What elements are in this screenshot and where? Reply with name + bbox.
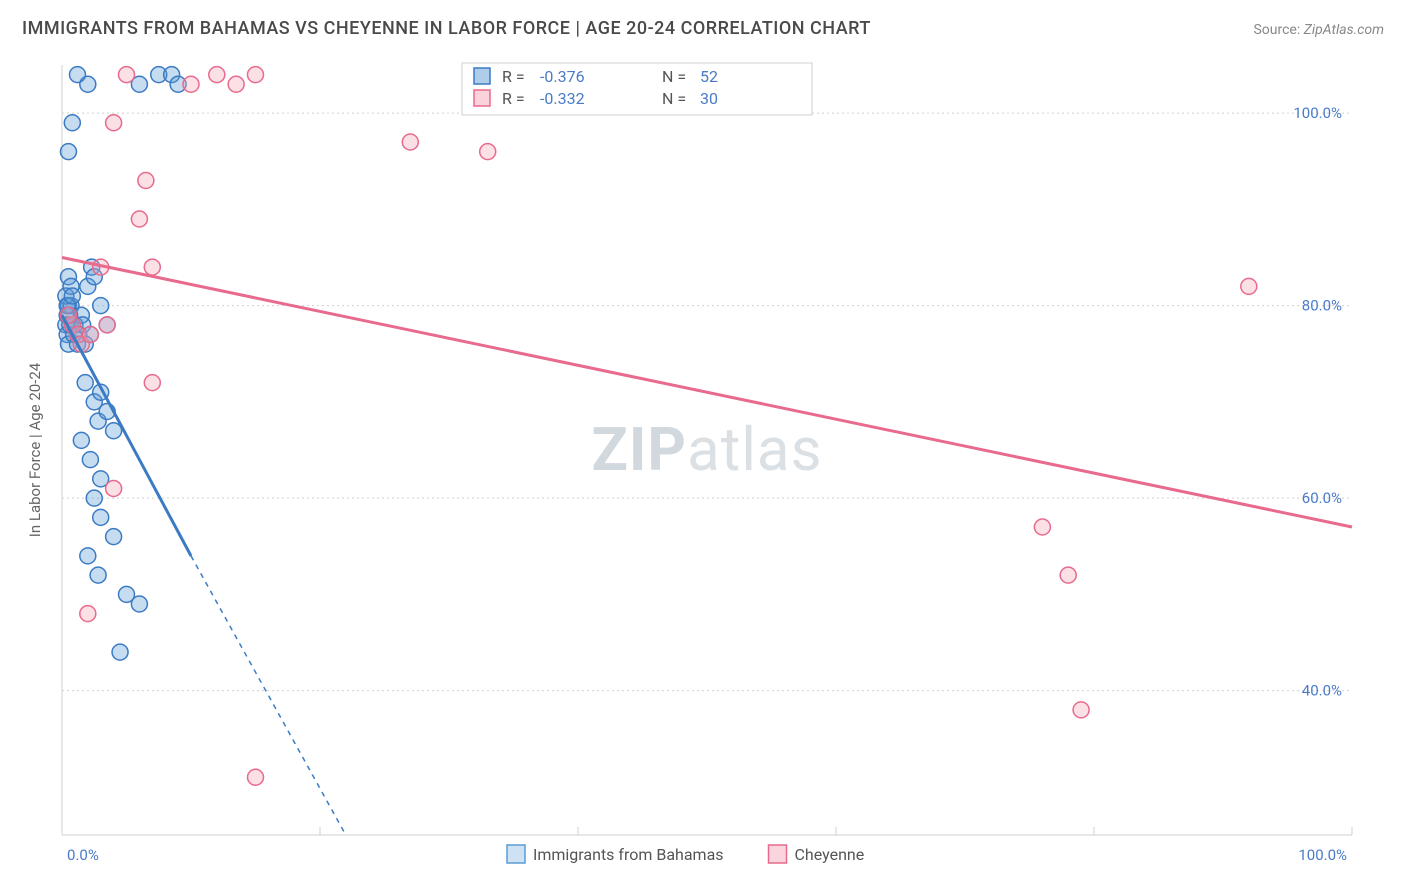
scatter-point bbox=[64, 288, 80, 304]
scatter-point bbox=[228, 76, 244, 92]
y-axis-title: In Labor Force | Age 20-24 bbox=[26, 362, 44, 537]
legend-n-value: 30 bbox=[700, 89, 718, 108]
source-value: ZipAtlas.com bbox=[1304, 22, 1384, 38]
scatter-point bbox=[1073, 702, 1089, 718]
scatter-point bbox=[90, 567, 106, 583]
scatter-point bbox=[93, 509, 109, 525]
y-tick-label: 80.0% bbox=[1302, 297, 1342, 315]
scatter-point bbox=[80, 606, 96, 622]
scatter-point bbox=[183, 76, 199, 92]
legend-n-label: N = bbox=[662, 67, 686, 86]
legend-series-label: Cheyenne bbox=[795, 845, 865, 864]
legend-swatch bbox=[474, 90, 490, 106]
legend-swatch bbox=[769, 845, 787, 863]
scatter-point bbox=[112, 644, 128, 660]
legend-swatch bbox=[474, 68, 490, 84]
y-tick-label: 100.0% bbox=[1293, 104, 1342, 122]
scatter-point bbox=[119, 67, 135, 83]
scatter-point bbox=[144, 259, 160, 275]
scatter-point bbox=[144, 375, 160, 391]
scatter-point bbox=[77, 375, 93, 391]
correlation-scatter-chart: 40.0% 60.0% 80.0% 100.0% 0.0% 100.0% In Labor … bbox=[22, 55, 1384, 870]
scatter-point bbox=[480, 144, 496, 160]
scatter-point bbox=[1241, 278, 1257, 294]
source-label: Source: bbox=[1253, 22, 1303, 38]
watermark: ZIPatlas bbox=[591, 414, 822, 485]
legend-series-label: Immigrants from Bahamas bbox=[533, 845, 724, 864]
scatter-point bbox=[248, 67, 264, 83]
scatter-point bbox=[64, 115, 80, 131]
scatter-point bbox=[86, 490, 102, 506]
scatter-point bbox=[80, 548, 96, 564]
scatter-point bbox=[106, 481, 122, 497]
scatter-point bbox=[106, 115, 122, 131]
legend-r-label: R = bbox=[502, 67, 525, 86]
scatter-point bbox=[99, 317, 115, 333]
legend-r-value: -0.376 bbox=[540, 67, 585, 86]
scatter-point bbox=[1034, 519, 1050, 535]
scatter-point bbox=[138, 173, 154, 189]
chart-title: IMMIGRANTS FROM BAHAMAS VS CHEYENNE IN L… bbox=[22, 18, 871, 39]
x-max-label: 100.0% bbox=[1298, 846, 1347, 864]
scatter-point bbox=[73, 432, 89, 448]
scatter-point bbox=[248, 769, 264, 785]
legend-n-value: 52 bbox=[700, 67, 718, 86]
chart-container: 40.0% 60.0% 80.0% 100.0% 0.0% 100.0% In Labor … bbox=[22, 55, 1384, 870]
legend-n-label: N = bbox=[662, 89, 686, 108]
legend-swatch bbox=[507, 845, 525, 863]
scatter-point bbox=[131, 211, 147, 227]
scatter-point bbox=[60, 144, 76, 160]
scatter-point bbox=[1060, 567, 1076, 583]
chart-header: IMMIGRANTS FROM BAHAMAS VS CHEYENNE IN L… bbox=[22, 18, 1384, 39]
scatter-point bbox=[82, 452, 98, 468]
scatter-point bbox=[209, 67, 225, 83]
scatter-point bbox=[131, 596, 147, 612]
y-tick-label: 60.0% bbox=[1302, 489, 1342, 507]
legend-r-value: -0.332 bbox=[540, 89, 585, 108]
scatter-point bbox=[402, 134, 418, 150]
scatter-point bbox=[82, 327, 98, 343]
regression-line bbox=[62, 258, 1352, 528]
regression-line-extrapolated bbox=[191, 556, 346, 835]
scatter-point bbox=[106, 529, 122, 545]
y-tick-label: 40.0% bbox=[1302, 682, 1342, 700]
legend-r-label: R = bbox=[502, 89, 525, 108]
scatter-point bbox=[80, 76, 96, 92]
scatter-point bbox=[106, 423, 122, 439]
x-origin-label: 0.0% bbox=[67, 846, 99, 864]
chart-source: Source: ZipAtlas.com bbox=[1253, 22, 1384, 38]
scatter-point bbox=[93, 298, 109, 314]
